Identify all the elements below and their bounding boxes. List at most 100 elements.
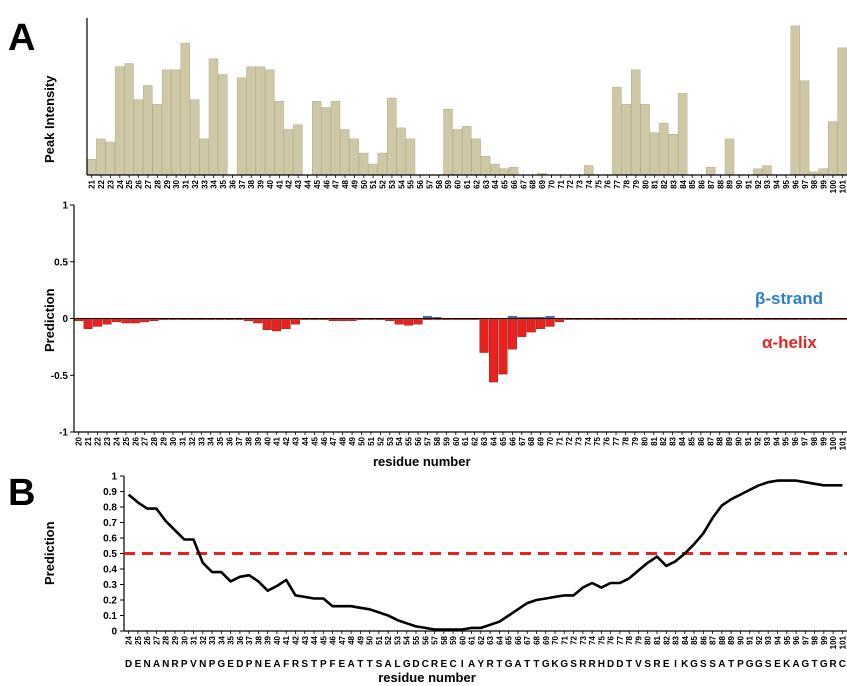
intensity-bar <box>762 165 772 176</box>
x-tick-label: 46 <box>322 179 331 188</box>
x-tick-label: 39 <box>254 436 263 445</box>
sequence-letter: E <box>135 659 142 670</box>
helix-bar <box>554 318 564 323</box>
helix-bar <box>498 318 508 375</box>
x-tick-label: 57 <box>425 179 434 188</box>
x-tick-label: 56 <box>416 179 425 188</box>
x-tick-label: 52 <box>384 635 393 644</box>
x-tick-label: 92 <box>754 179 763 188</box>
x-tick-label: 60 <box>452 436 461 445</box>
x-tick-label: 27 <box>152 635 161 644</box>
helix-bar <box>140 318 150 323</box>
x-tick-label: 94 <box>773 635 782 644</box>
sequence-letter: S <box>709 659 716 670</box>
sequence-letter: R <box>588 659 596 670</box>
x-tick-label: 100 <box>829 436 838 450</box>
x-tick-label: 34 <box>207 436 216 445</box>
x-tick-label: 20 <box>75 436 84 445</box>
intensity-bar <box>161 69 172 176</box>
sequence-letter: V <box>190 659 197 670</box>
helix-bar <box>394 318 404 325</box>
x-tick-label: 89 <box>726 179 735 188</box>
x-tick-label: 90 <box>735 436 744 445</box>
x-tick-label: 42 <box>282 436 291 445</box>
x-tick-label: 29 <box>163 179 172 188</box>
x-tick-label: 79 <box>634 635 643 644</box>
intensity-bar <box>358 152 369 176</box>
sequence-letter: G <box>820 659 828 670</box>
sequence-letter: C <box>449 659 456 670</box>
x-tick-label: 45 <box>313 179 322 188</box>
helix-bar <box>102 318 112 325</box>
intensity-bar <box>171 69 181 176</box>
helix-bar <box>272 318 282 332</box>
sequence-letter: G <box>505 659 513 670</box>
x-tick-label: 80 <box>640 436 649 445</box>
x-tick-label: 95 <box>782 436 791 445</box>
y-tick-label: 0.5 <box>54 257 68 268</box>
helix-bar <box>281 318 291 329</box>
x-tick-label: 53 <box>386 436 395 445</box>
x-tick-label: 50 <box>360 179 369 188</box>
intensity-bar <box>668 133 678 176</box>
x-tick-label: 99 <box>820 179 829 188</box>
x-tick-label: 69 <box>537 436 546 445</box>
x-tick-label: 77 <box>612 436 621 445</box>
x-tick-label: 65 <box>505 635 514 644</box>
sequence-letter: G <box>217 659 225 670</box>
x-tick-label: 27 <box>141 436 150 445</box>
alpha-helix-legend: α-helix <box>762 333 817 352</box>
x-tick-label: 26 <box>131 436 140 445</box>
x-tick-label: 35 <box>227 635 236 644</box>
x-tick-label: 95 <box>783 635 792 644</box>
x-tick-label: 27 <box>144 179 153 188</box>
x-tick-label: 37 <box>235 436 244 445</box>
x-tick-label: 55 <box>405 436 414 445</box>
x-tick-label: 25 <box>134 635 143 644</box>
y-tick-label: 0 <box>111 627 117 638</box>
x-tick-label: 67 <box>518 436 527 445</box>
intensity-bar <box>311 101 322 176</box>
x-tick-label: 58 <box>435 179 444 188</box>
x-tick-label: 81 <box>650 436 659 445</box>
x-tick-label: 46 <box>329 635 338 644</box>
intensity-bar <box>124 63 134 176</box>
helix-bar <box>488 318 499 383</box>
x-tick-label: 80 <box>644 635 653 644</box>
x-tick-label: 37 <box>245 635 254 644</box>
sequence-letter: S <box>301 659 308 670</box>
x-tick-label: 57 <box>424 436 433 445</box>
x-tick-label: 89 <box>725 436 734 445</box>
x-tick-label: 83 <box>669 436 678 445</box>
x-tick-label: 53 <box>393 635 402 644</box>
x-tick-label: 66 <box>510 179 519 188</box>
x-tick-label: 49 <box>356 635 365 644</box>
x-tick-label: 21 <box>88 179 97 188</box>
x-tick-label: 22 <box>94 436 103 445</box>
sequence-letter: D <box>125 659 132 670</box>
sequence-letter: T <box>311 659 317 670</box>
x-tick-label: 101 <box>838 179 847 193</box>
intensity-bar <box>114 66 125 176</box>
x-tick-label: 85 <box>690 635 699 644</box>
sequence-letter: A <box>468 659 475 670</box>
sequence-letter: R <box>292 659 300 670</box>
prediction-ylabel-bottom: Prediction <box>42 521 57 585</box>
x-tick-label: 93 <box>763 436 772 445</box>
x-tick-label: 70 <box>551 635 560 644</box>
x-tick-label: 63 <box>480 436 489 445</box>
sequence-letter: D <box>412 659 419 670</box>
x-tick-label: 87 <box>709 635 718 644</box>
x-tick-label: 100 <box>829 635 838 649</box>
x-tick-label: 88 <box>716 436 725 445</box>
x-tick-label: 82 <box>659 436 668 445</box>
sequence-letter: C <box>839 659 846 670</box>
panel-label-b: B <box>8 472 35 514</box>
intensity-bar <box>190 99 200 176</box>
sequence-letter: A <box>792 659 799 670</box>
x-tick-label: 96 <box>791 179 800 188</box>
x-tick-label: 81 <box>651 179 660 188</box>
helix-bar <box>517 318 527 337</box>
x-tick-label: 75 <box>597 635 606 644</box>
x-tick-label: 33 <box>208 635 217 644</box>
